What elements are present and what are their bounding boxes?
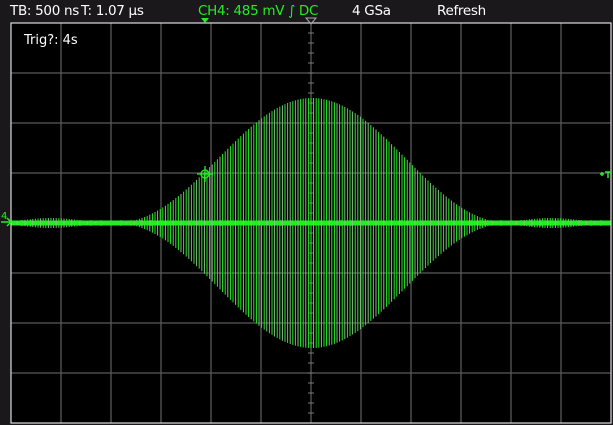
center-marker-icon — [304, 17, 318, 25]
trigger-time-readout[interactable]: T: 1.07 µs — [81, 3, 144, 19]
channel-marker-label: 4 — [1, 211, 7, 222]
trigger-status: Trig?: 4s — [23, 33, 78, 48]
sample-rate-readout[interactable]: 4 GSa — [352, 3, 391, 19]
acquisition-mode[interactable]: Refresh — [437, 3, 486, 19]
channel-readout[interactable]: CH4: 485 mV ∫ DC — [198, 3, 319, 19]
trigger-position-marker-icon[interactable] — [201, 18, 209, 23]
waveform-trace — [11, 98, 611, 348]
timebase-readout[interactable]: TB: 500 ns — [10, 3, 79, 19]
cursor-crosshair-icon[interactable] — [197, 166, 213, 182]
channel-offset-marker-icon[interactable] — [1, 217, 13, 227]
trigger-level-marker-icon[interactable] — [600, 171, 611, 178]
